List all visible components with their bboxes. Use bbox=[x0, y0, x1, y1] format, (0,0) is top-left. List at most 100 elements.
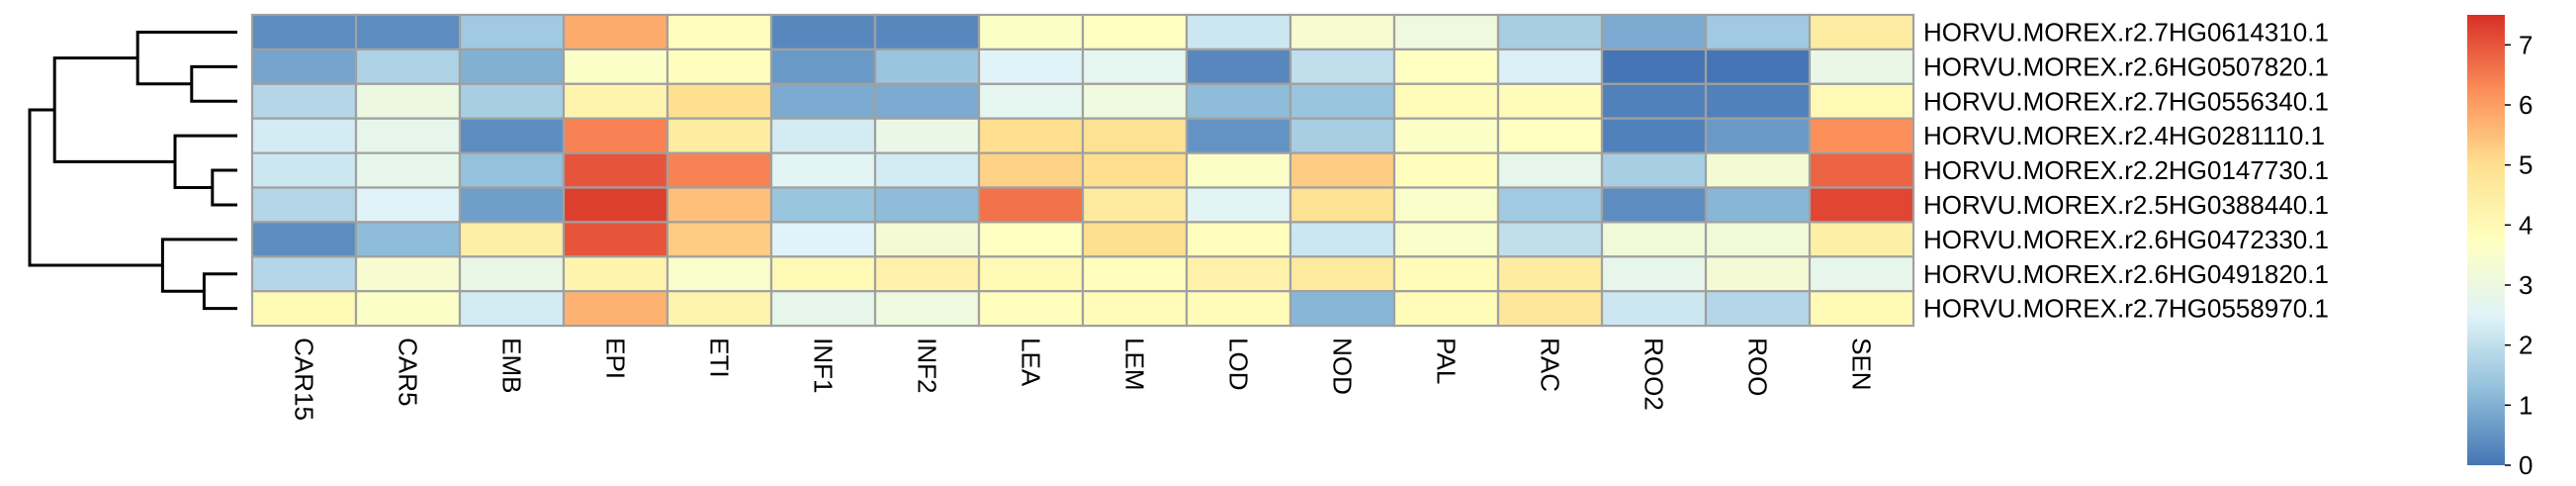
heatmap-cell bbox=[458, 13, 566, 51]
heatmap-cell bbox=[977, 48, 1085, 85]
heatmap-cell bbox=[1081, 13, 1189, 51]
row-label: HORVU.MOREX.r2.6HG0472330.1 bbox=[1923, 225, 2329, 254]
heatmap-cell bbox=[769, 186, 877, 224]
heatmap-cell bbox=[1288, 82, 1396, 120]
column-label: CAR15 bbox=[290, 338, 319, 421]
row-label: HORVU.MOREX.r2.5HG0388440.1 bbox=[1923, 190, 2329, 220]
heatmap-cells bbox=[250, 13, 1915, 328]
heatmap-cell bbox=[1808, 186, 1915, 224]
heatmap-cell bbox=[458, 255, 566, 293]
heatmap-cell bbox=[1185, 82, 1292, 120]
heatmap-cell bbox=[873, 255, 981, 293]
heatmap-cell bbox=[769, 290, 877, 328]
heatmap-cell bbox=[977, 117, 1085, 154]
heatmap-cell bbox=[1808, 290, 1915, 328]
heatmap-cell bbox=[1496, 186, 1604, 224]
heatmap-cell bbox=[1808, 82, 1915, 120]
heatmap-cell bbox=[1496, 82, 1604, 120]
heatmap-cell bbox=[354, 48, 462, 85]
column-label: SEN bbox=[1847, 338, 1877, 390]
heatmap-cell bbox=[1704, 290, 1812, 328]
legend-tick-label: 6 bbox=[2519, 90, 2532, 120]
heatmap-cell bbox=[1185, 255, 1292, 293]
row-label: HORVU.MOREX.r2.4HG0281110.1 bbox=[1923, 121, 2325, 150]
heatmap-cell bbox=[354, 117, 462, 154]
heatmap-cell bbox=[769, 82, 877, 120]
heatmap-cell bbox=[1185, 221, 1292, 258]
heatmap-cell bbox=[1185, 13, 1292, 51]
heatmap-cell bbox=[977, 82, 1085, 120]
heatmap-cell bbox=[562, 290, 669, 328]
heatmap-cell bbox=[1081, 151, 1189, 189]
heatmap-cell bbox=[769, 48, 877, 85]
dendrogram-branch bbox=[160, 238, 237, 293]
heatmap-cell bbox=[1392, 255, 1500, 293]
legend-color-bar bbox=[2467, 15, 2505, 465]
heatmap-cell bbox=[1496, 13, 1604, 51]
heatmap-cell bbox=[1185, 48, 1292, 85]
heatmap-cell bbox=[666, 221, 773, 258]
heatmap-cell bbox=[1600, 13, 1708, 51]
heatmap-cell bbox=[354, 82, 462, 120]
heatmap-cell bbox=[977, 13, 1085, 51]
heatmap-cell bbox=[1704, 255, 1812, 293]
heatmap-cell bbox=[354, 151, 462, 189]
heatmap-cell bbox=[666, 117, 773, 154]
heatmap-cell bbox=[354, 221, 462, 258]
heatmap-cell bbox=[458, 290, 566, 328]
heatmap-cell bbox=[250, 290, 358, 328]
row-dendrogram bbox=[28, 30, 237, 311]
heatmap-cell bbox=[1808, 13, 1915, 51]
heatmap-cell bbox=[1185, 151, 1292, 189]
heatmap-cell bbox=[1288, 151, 1396, 189]
column-label: INF2 bbox=[913, 338, 942, 393]
heatmap-cell bbox=[666, 186, 773, 224]
heatmap-cell bbox=[1392, 117, 1500, 154]
row-label: HORVU.MOREX.r2.7HG0556340.1 bbox=[1923, 86, 2329, 116]
heatmap-cell bbox=[250, 151, 358, 189]
heatmap-cell bbox=[666, 48, 773, 85]
legend-tick-label: 3 bbox=[2519, 270, 2532, 300]
heatmap-cell bbox=[1600, 221, 1708, 258]
column-label: LEM bbox=[1120, 338, 1150, 390]
heatmap-cell bbox=[1185, 117, 1292, 154]
heatmap-cell bbox=[1808, 221, 1915, 258]
heatmap-cell bbox=[1392, 290, 1500, 328]
heatmap-cell bbox=[1704, 186, 1812, 224]
heatmap-cell bbox=[1392, 13, 1500, 51]
heatmap-cell bbox=[1600, 151, 1708, 189]
legend-tick-label: 1 bbox=[2519, 390, 2532, 420]
heatmap-cell bbox=[769, 117, 877, 154]
legend-tick-label: 4 bbox=[2519, 210, 2532, 240]
column-label: CAR5 bbox=[394, 338, 423, 406]
row-label: HORVU.MOREX.r2.7HG0558970.1 bbox=[1923, 294, 2329, 324]
heatmap-cell bbox=[458, 82, 566, 120]
heatmap-cell bbox=[354, 255, 462, 293]
dendrogram-branch bbox=[202, 272, 237, 311]
heatmap-cell bbox=[250, 255, 358, 293]
heatmap-cell bbox=[1392, 186, 1500, 224]
heatmap-cell bbox=[562, 151, 669, 189]
heatmap-cell bbox=[1600, 48, 1708, 85]
row-label: HORVU.MOREX.r2.7HG0614310.1 bbox=[1923, 17, 2329, 47]
row-label: HORVU.MOREX.r2.6HG0491820.1 bbox=[1923, 259, 2329, 289]
dendrogram-branch bbox=[52, 56, 175, 163]
dendrogram-branch bbox=[135, 30, 237, 86]
heatmap-cell bbox=[1081, 82, 1189, 120]
heatmap-cell bbox=[977, 255, 1085, 293]
heatmap-cell bbox=[1081, 290, 1189, 328]
heatmap-cell bbox=[458, 117, 566, 154]
heatmap-cell bbox=[873, 221, 981, 258]
heatmap-cell bbox=[562, 186, 669, 224]
heatmap-cell bbox=[1600, 117, 1708, 154]
heatmap-cell bbox=[1288, 255, 1396, 293]
heatmap-cell bbox=[458, 186, 566, 224]
heatmap-cell bbox=[1185, 186, 1292, 224]
heatmap-cell bbox=[873, 290, 981, 328]
heatmap-cell bbox=[562, 117, 669, 154]
heatmap-cell bbox=[666, 13, 773, 51]
heatmap-cell bbox=[458, 221, 566, 258]
heatmap-cell bbox=[769, 151, 877, 189]
heatmap-cell bbox=[1496, 221, 1604, 258]
